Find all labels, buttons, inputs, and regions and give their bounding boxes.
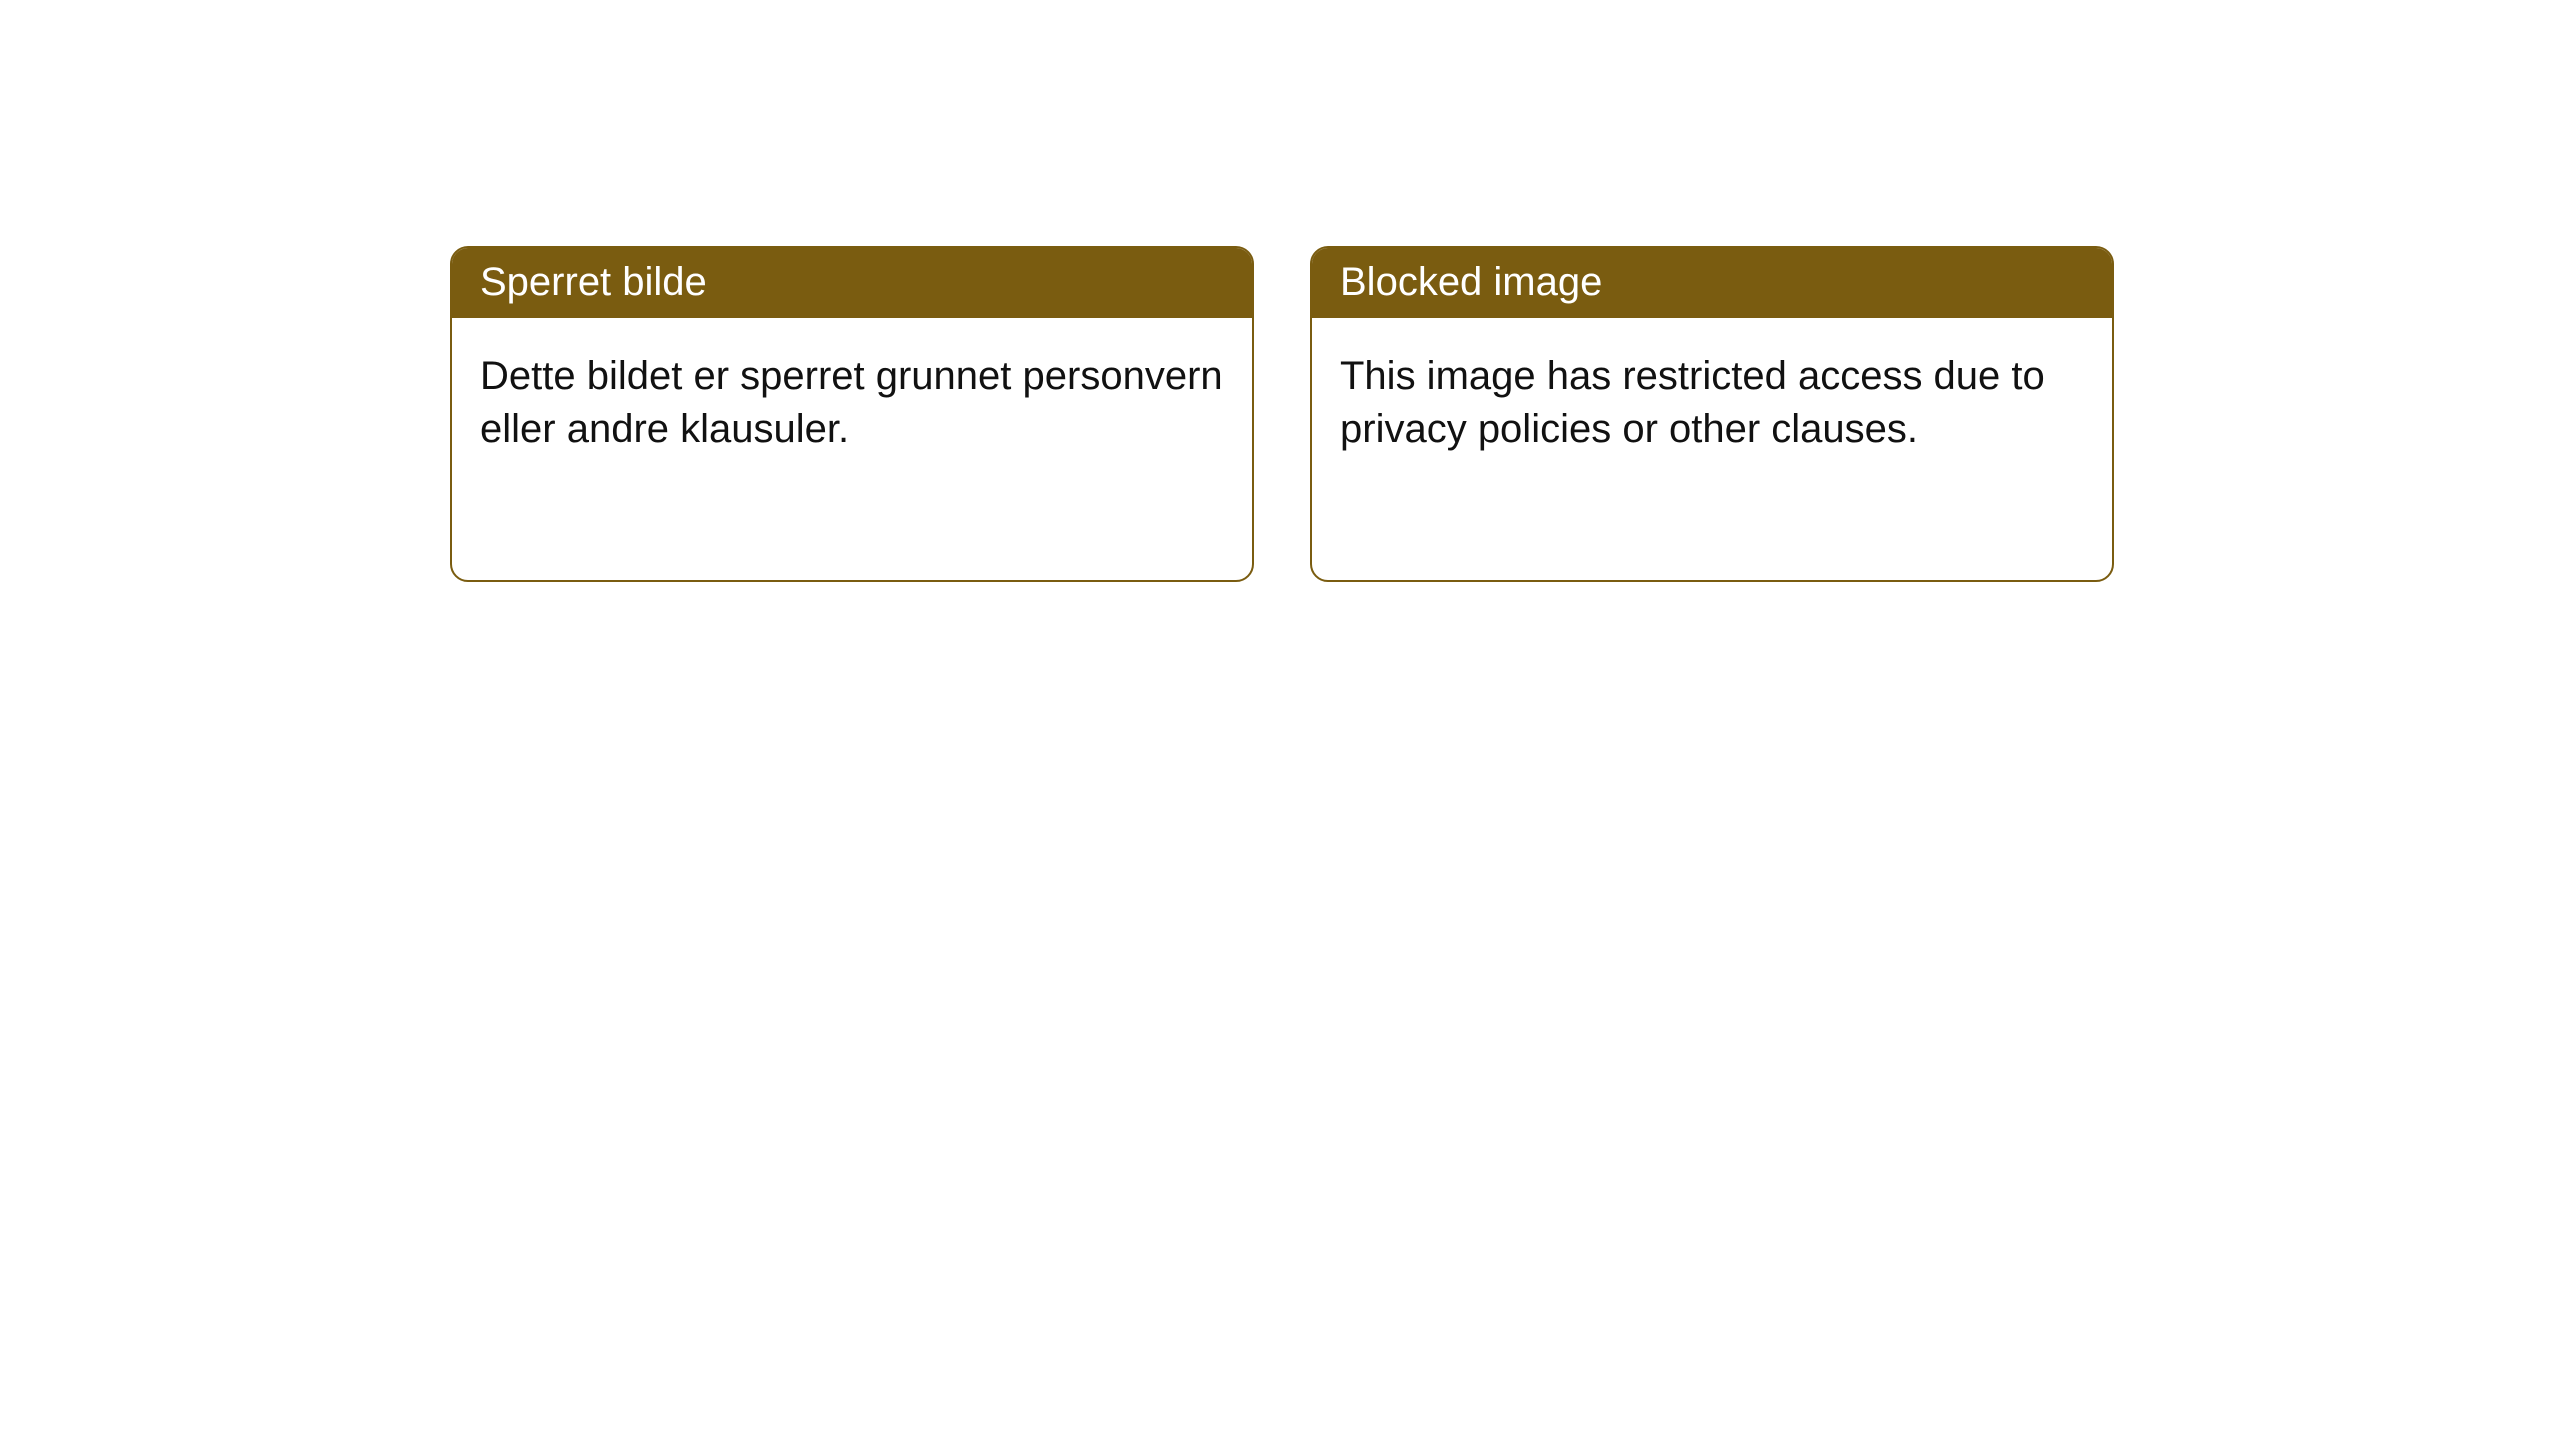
notice-container: Sperret bilde Dette bildet er sperret gr… <box>450 246 2114 582</box>
notice-header-no: Sperret bilde <box>452 248 1252 318</box>
notice-header-en: Blocked image <box>1312 248 2112 318</box>
notice-body-en: This image has restricted access due to … <box>1312 318 2112 484</box>
notice-card-en: Blocked image This image has restricted … <box>1310 246 2114 582</box>
notice-body-no: Dette bildet er sperret grunnet personve… <box>452 318 1252 484</box>
notice-card-no: Sperret bilde Dette bildet er sperret gr… <box>450 246 1254 582</box>
